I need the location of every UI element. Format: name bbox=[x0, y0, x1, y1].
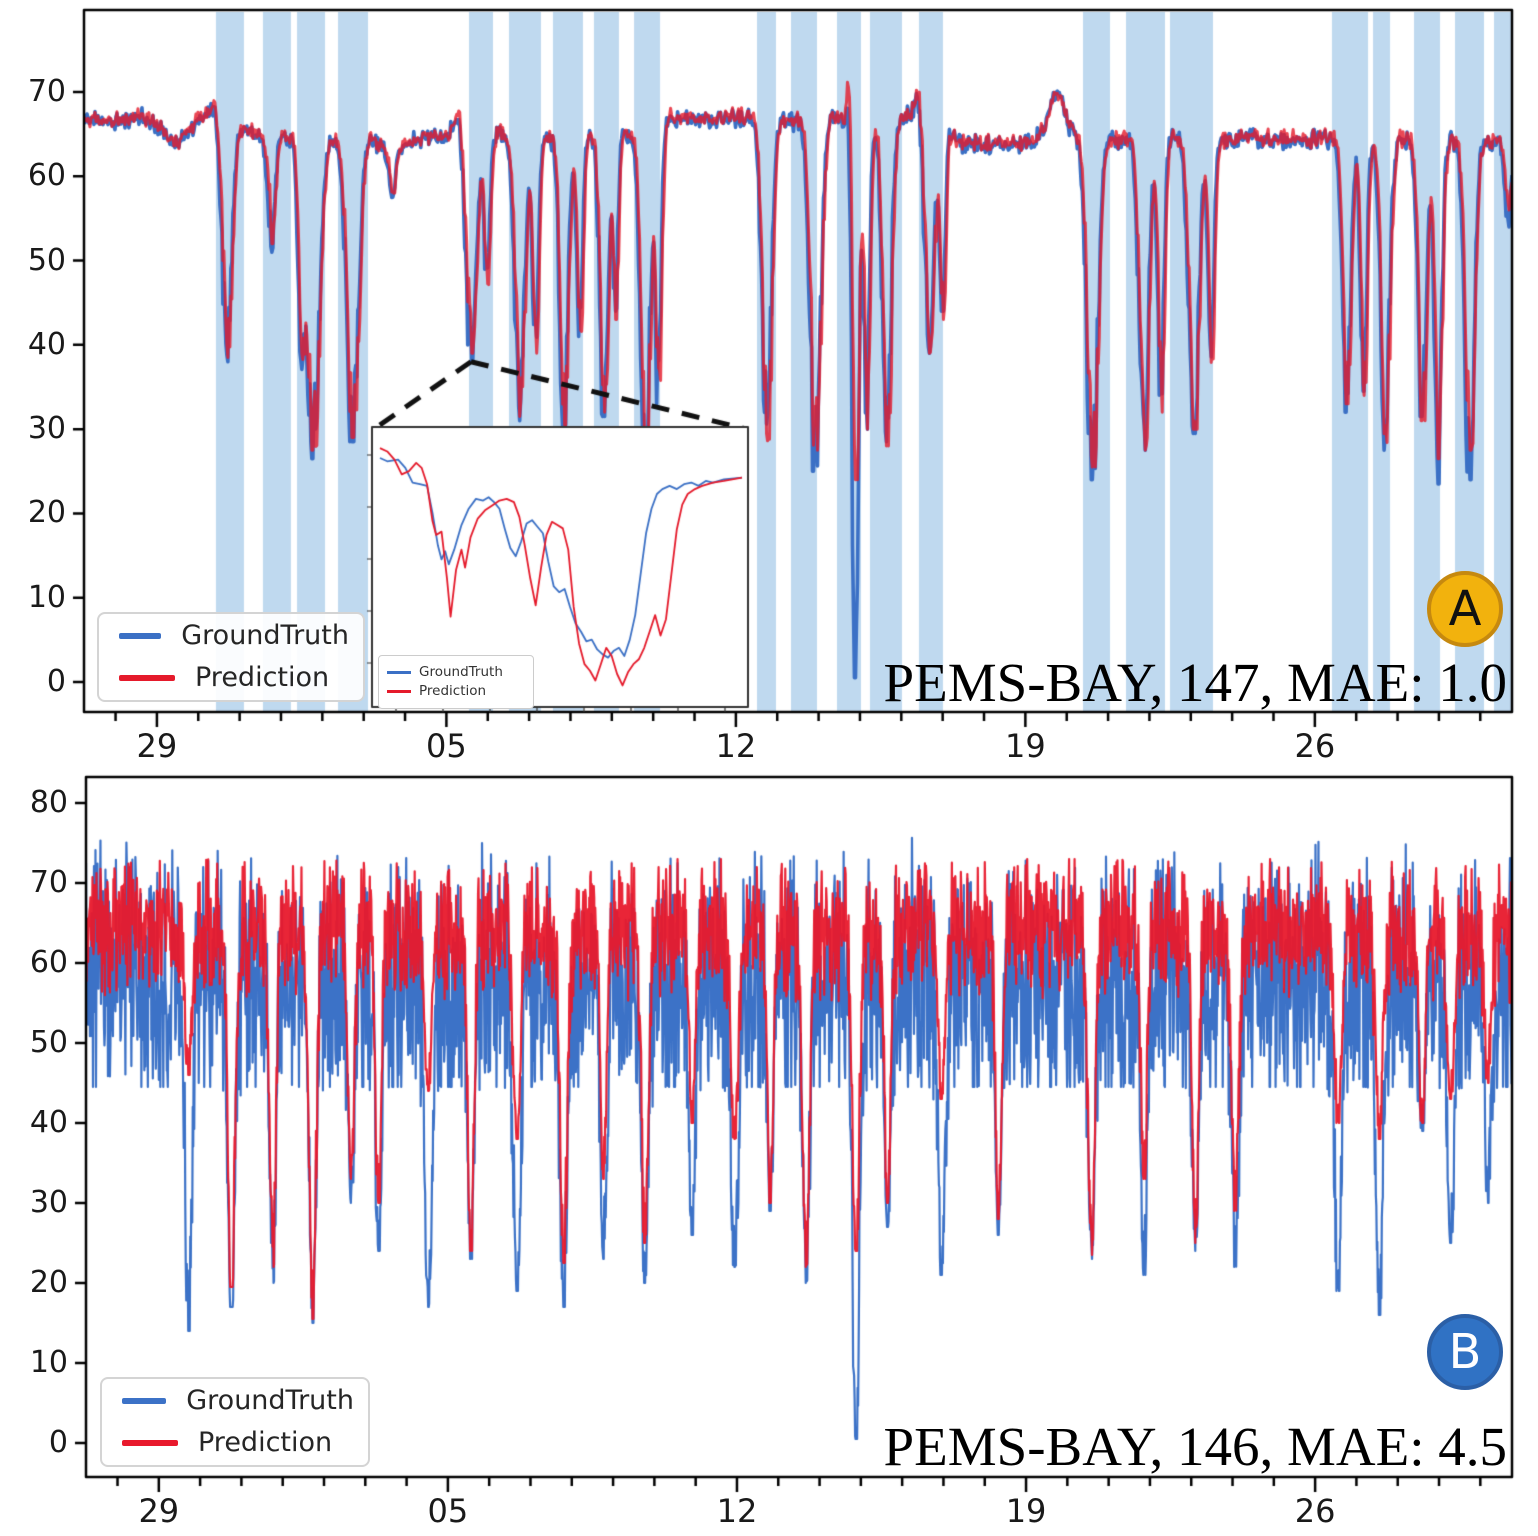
y-tick-label: 40 bbox=[27, 326, 66, 362]
y-tick-label: 20 bbox=[29, 1265, 68, 1300]
legend-label-prediction: Prediction bbox=[195, 662, 330, 693]
y-tick-label: 50 bbox=[27, 242, 66, 278]
legend-line-prediction bbox=[122, 1440, 178, 1446]
x-tick-label: 26 bbox=[1294, 1492, 1336, 1530]
inset-legend: GroundTruth Prediction bbox=[378, 655, 534, 709]
x-tick-label: 05 bbox=[426, 727, 467, 765]
legend-line-prediction bbox=[119, 675, 175, 681]
y-tick-label: 30 bbox=[27, 411, 66, 447]
legend-item-groundtruth: GroundTruth bbox=[113, 620, 349, 652]
y-tick-label: 60 bbox=[27, 158, 66, 194]
inset-legend-label-groundtruth: GroundTruth bbox=[419, 664, 503, 680]
legend-line-groundtruth bbox=[122, 1398, 167, 1404]
y-tick-label: 10 bbox=[29, 1345, 68, 1380]
inset-legend-label-prediction: Prediction bbox=[419, 683, 487, 699]
y-tick-label: 0 bbox=[46, 664, 66, 699]
x-tick-label: 19 bbox=[1005, 1492, 1047, 1530]
panel-b-caption: PEMS-BAY, 146, MAE: 4.5 bbox=[883, 1416, 1507, 1477]
legend-item-prediction: Prediction bbox=[113, 662, 349, 694]
legend-line-prediction bbox=[387, 690, 411, 693]
y-tick-label: 70 bbox=[29, 865, 68, 900]
panel-b-badge: B bbox=[1427, 1314, 1503, 1390]
y-tick-label: 80 bbox=[29, 785, 68, 820]
legend-item-prediction: Prediction bbox=[116, 1427, 354, 1459]
x-tick-label: 12 bbox=[716, 1492, 758, 1530]
legend-panel-a: GroundTruth Prediction bbox=[97, 612, 365, 702]
y-tick-label: 30 bbox=[29, 1185, 68, 1220]
legend-panel-b: GroundTruth Prediction bbox=[100, 1377, 370, 1467]
legend-item-groundtruth: GroundTruth bbox=[116, 1385, 354, 1417]
y-tick-label: 0 bbox=[48, 1425, 68, 1460]
x-tick-label: 05 bbox=[427, 1492, 469, 1530]
y-tick-label: 60 bbox=[29, 945, 68, 980]
inset-legend-item-prediction: Prediction bbox=[385, 684, 527, 699]
y-tick-label: 10 bbox=[27, 579, 66, 615]
legend-line-groundtruth bbox=[387, 671, 411, 674]
y-tick-label: 50 bbox=[29, 1025, 68, 1060]
x-tick-label: 29 bbox=[138, 1492, 180, 1530]
x-tick-label: 19 bbox=[1005, 727, 1046, 765]
legend-line-groundtruth bbox=[119, 633, 162, 639]
y-tick-label: 20 bbox=[27, 495, 66, 531]
legend-label-prediction: Prediction bbox=[198, 1427, 333, 1458]
x-tick-label: 12 bbox=[715, 727, 757, 765]
panel-a-caption: PEMS-BAY, 147, MAE: 1.0 bbox=[883, 652, 1507, 713]
y-tick-label: 70 bbox=[27, 73, 66, 109]
panel-a-badge: A bbox=[1427, 571, 1503, 647]
y-tick-label: 40 bbox=[29, 1105, 68, 1140]
legend-label-groundtruth: GroundTruth bbox=[186, 1385, 354, 1416]
legend-label-groundtruth: GroundTruth bbox=[181, 620, 349, 651]
x-tick-label: 26 bbox=[1294, 727, 1336, 765]
inset-legend-item-groundtruth: GroundTruth bbox=[385, 665, 527, 680]
x-tick-label: 29 bbox=[136, 727, 178, 765]
